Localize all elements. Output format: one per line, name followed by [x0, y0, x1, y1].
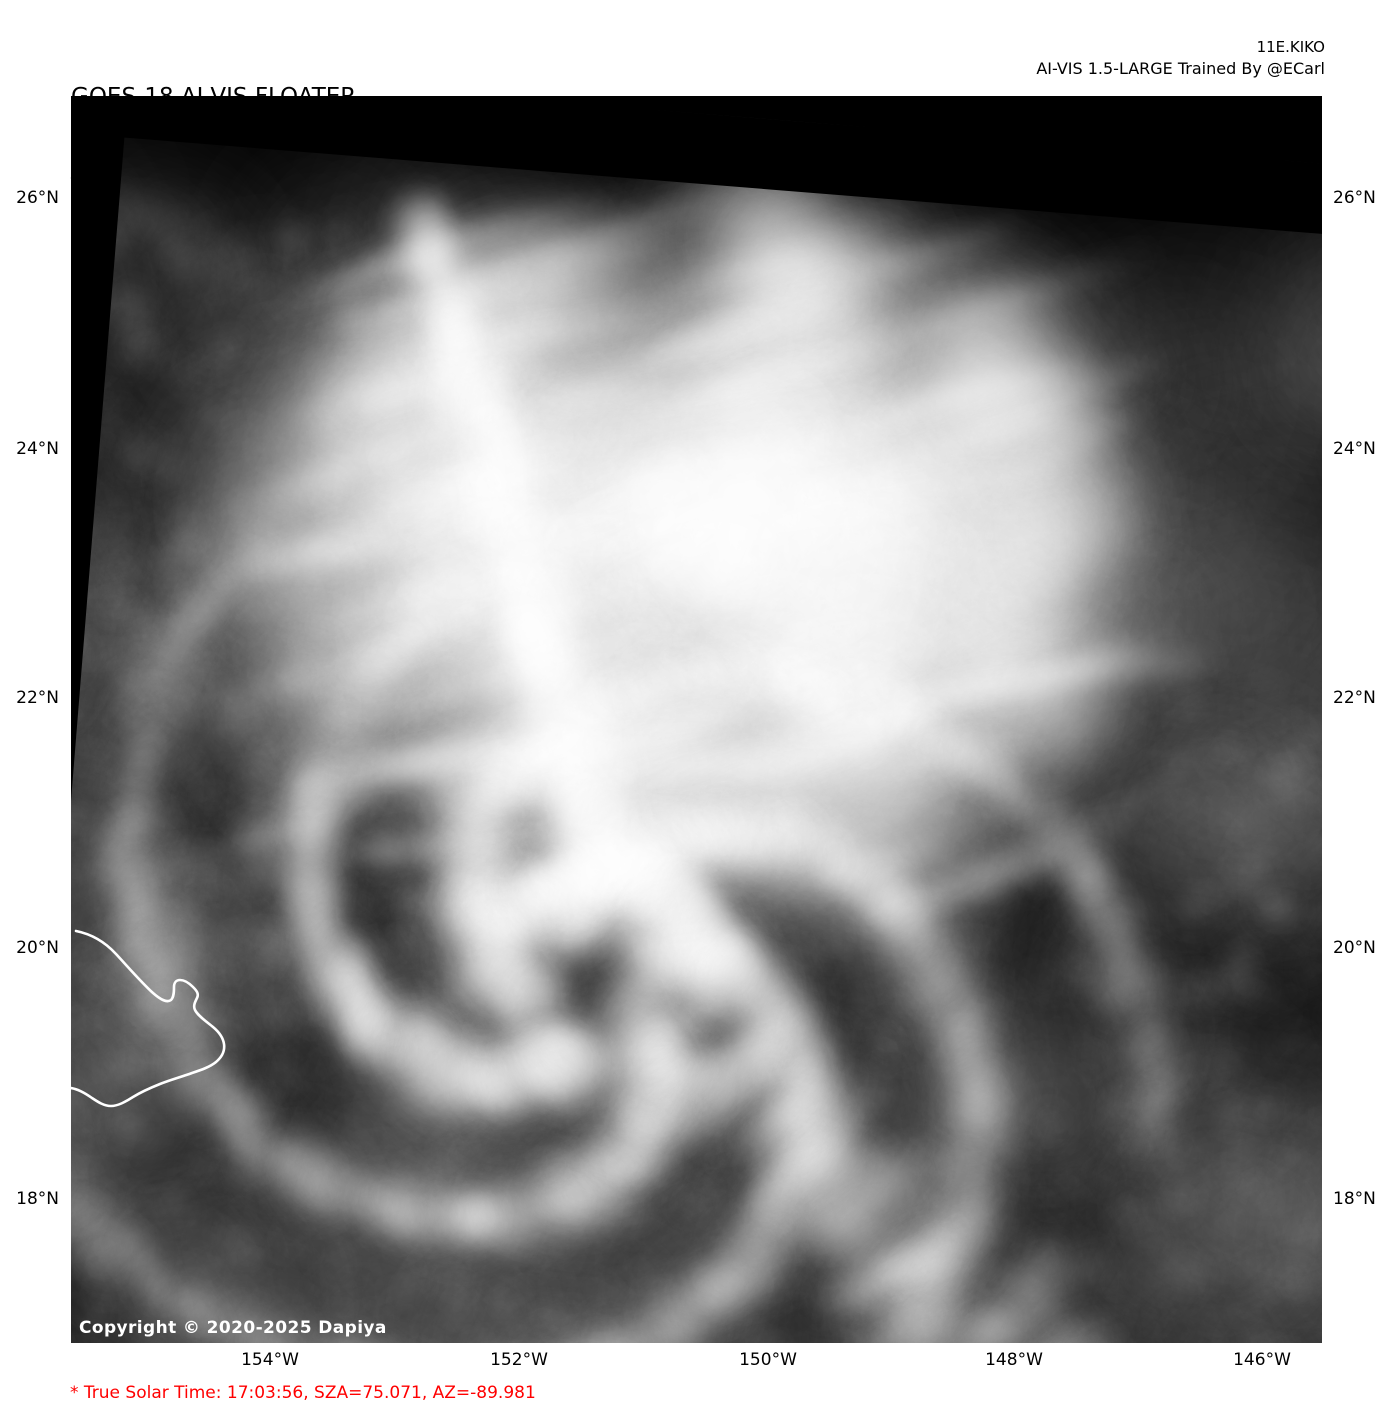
storm-id-label: 11E.KIKO: [1036, 36, 1325, 58]
cloud-blob: [575, 1020, 588, 1043]
header-right-block: 11E.KIKO AI-VIS 1.5-LARGE Trained By @EC…: [1036, 36, 1325, 80]
cloud-blob: [1154, 1183, 1196, 1218]
lat-label-left-0: 26°N: [16, 188, 59, 208]
lat-label-right-3: 20°N: [1333, 938, 1376, 958]
cloud-blob: [786, 1253, 809, 1304]
satellite-swath: [71, 96, 1322, 1343]
lat-label-right-4: 18°N: [1333, 1189, 1376, 1209]
satellite-image-panel: Copyright © 2020-2025 Dapiya: [71, 96, 1322, 1343]
lon-label-2: 150°W: [739, 1350, 797, 1370]
lon-label-1: 152°W: [490, 1350, 548, 1370]
cloud-blob: [569, 772, 605, 784]
lat-label-right-0: 26°N: [1333, 188, 1376, 208]
solar-time-note: * True Solar Time: 17:03:56, SZA=75.071,…: [70, 1383, 536, 1403]
cloud-blob: [921, 636, 940, 657]
lon-label-3: 148°W: [985, 1350, 1043, 1370]
model-credit-label: AI-VIS 1.5-LARGE Trained By @ECarl: [1036, 58, 1325, 80]
cloud-blob: [181, 304, 196, 327]
copyright-watermark: Copyright © 2020-2025 Dapiya: [79, 1318, 387, 1338]
lat-label-left-1: 24°N: [16, 439, 59, 459]
lon-label-0: 154°W: [241, 1350, 299, 1370]
cloud-blob: [386, 272, 420, 306]
lat-label-right-1: 24°N: [1333, 439, 1376, 459]
lat-label-left-2: 22°N: [16, 688, 59, 708]
lat-label-left-4: 18°N: [16, 1189, 59, 1209]
lat-label-right-2: 22°N: [1333, 688, 1376, 708]
cloud-blob: [941, 1015, 996, 1032]
cloud-blob: [221, 492, 251, 522]
lon-label-4: 146°W: [1233, 1350, 1291, 1370]
cloud-blob: [424, 663, 459, 698]
lat-label-left-3: 20°N: [16, 938, 59, 958]
